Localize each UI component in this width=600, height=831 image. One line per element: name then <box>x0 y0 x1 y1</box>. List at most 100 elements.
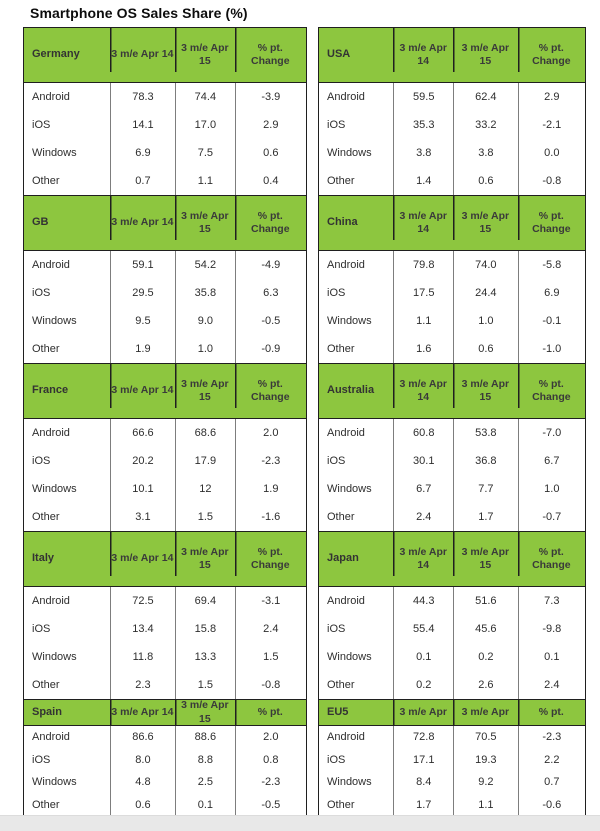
column-header: 3 m/e Apr 15 <box>453 532 518 586</box>
share-value: 2.5 <box>175 771 235 794</box>
table-row: iOS 17.5 24.4 6.9 <box>319 279 585 307</box>
share-value: 11.8 <box>109 643 175 671</box>
share-value: 60.8 <box>393 419 453 447</box>
share-value: -3.9 <box>234 83 306 111</box>
share-value: 0.7 <box>517 771 585 794</box>
os-label: iOS <box>327 623 346 635</box>
share-value: 17.1 <box>393 748 453 771</box>
os-label: Other <box>327 798 355 811</box>
share-value: 33.2 <box>453 111 518 139</box>
os-label: Android <box>32 91 70 103</box>
table-header-row: Italy 3 m/e Apr 14 3 m/e Apr 15% pt. Chang… <box>24 532 306 587</box>
column-header: 3 m/e Apr 15 <box>175 364 235 418</box>
table-row: Other 0.6 0.1 -0.5 <box>24 793 306 816</box>
share-value: 7.7 <box>453 475 518 503</box>
share-value: 7.3 <box>517 587 585 615</box>
os-label: Android <box>327 731 365 744</box>
share-value: -2.1 <box>517 111 585 139</box>
share-value: 8.0 <box>109 748 175 771</box>
share-value: -0.8 <box>234 671 306 699</box>
share-value: -0.6 <box>517 793 585 816</box>
table-row: Android 59.5 62.4 2.9 <box>319 83 585 111</box>
os-label: Android <box>327 595 365 607</box>
share-value: -1.0 <box>517 335 585 363</box>
column-header: 3 m/e Apr 14 <box>393 28 454 82</box>
share-value: 1.7 <box>393 793 453 816</box>
os-label: Windows <box>32 147 77 159</box>
table-row: Android 86.6 88.6 2.0 <box>24 726 306 749</box>
os-label: Windows <box>32 776 77 789</box>
share-value: 35.3 <box>393 111 453 139</box>
os-label: Windows <box>32 315 77 327</box>
share-value: 1.6 <box>393 335 453 363</box>
share-value: -4.9 <box>234 251 306 279</box>
share-value: 44.3 <box>393 587 453 615</box>
share-value: 2.0 <box>234 726 306 749</box>
table-row: Windows 10.1 12 1.9 <box>24 475 306 503</box>
table-row: Windows 11.8 13.3 1.5 <box>24 643 306 671</box>
table-row: Android 44.3 51.6 7.3 <box>319 587 585 615</box>
share-value: 1.0 <box>453 307 518 335</box>
share-value: 70.5 <box>453 726 518 749</box>
share-value: 20.2 <box>109 447 175 475</box>
country-label: France <box>32 384 69 397</box>
country-table-usa: USA 3 m/e Apr 14 3 m/e Apr 15% pt. Change A… <box>319 28 585 195</box>
share-value: -9.8 <box>517 615 585 643</box>
share-value: 53.8 <box>453 419 518 447</box>
os-label: Windows <box>327 483 372 495</box>
table-row: Other 0.2 2.6 2.4 <box>319 671 585 699</box>
os-label: iOS <box>327 753 346 766</box>
table-row: iOS 8.0 8.8 0.8 <box>24 748 306 771</box>
share-value: 2.4 <box>234 615 306 643</box>
share-value: 29.5 <box>109 279 175 307</box>
share-value: 1.1 <box>453 793 518 816</box>
column-header: % pt. Change <box>517 28 585 82</box>
table-row: iOS 20.2 17.9 -2.3 <box>24 447 306 475</box>
table-row: Android 78.3 74.4 -3.9 <box>24 83 306 111</box>
share-value: -5.8 <box>517 251 585 279</box>
share-value: -3.1 <box>234 587 306 615</box>
share-value: 12 <box>175 475 235 503</box>
column-header: % pt. <box>517 700 585 725</box>
share-value: 24.4 <box>453 279 518 307</box>
share-value: 55.4 <box>393 615 453 643</box>
os-label: Other <box>32 175 60 187</box>
share-value: 6.3 <box>234 279 306 307</box>
table-header-row: Japan 3 m/e Apr 14 3 m/e Apr 15% pt. Chang… <box>319 532 585 587</box>
share-value: -0.5 <box>234 793 306 816</box>
column-header: 3 m/e Apr 14 <box>109 196 176 250</box>
os-label: Android <box>32 427 70 439</box>
share-value: 1.0 <box>175 335 235 363</box>
country-label: Italy <box>32 552 55 565</box>
share-value: -1.6 <box>234 503 306 531</box>
country-table-spain: Spain 3 m/e Apr 14 3 m/e Apr 15% pt. Androi… <box>24 699 306 816</box>
country-label: EU5 <box>327 705 349 718</box>
share-value: 8.4 <box>393 771 453 794</box>
table-row: Other 1.4 0.6 -0.8 <box>319 167 585 195</box>
column-header: % pt. Change <box>234 28 306 82</box>
share-value: 9.0 <box>175 307 235 335</box>
column-header: 3 m/e Apr 14 <box>109 364 176 418</box>
table-row: Android 72.5 69.4 -3.1 <box>24 587 306 615</box>
share-value: 13.3 <box>175 643 235 671</box>
share-value: -0.7 <box>517 503 585 531</box>
table-header-row: China 3 m/e Apr 14 3 m/e Apr 15% pt. Chang… <box>319 196 585 251</box>
column-header: % pt. Change <box>234 532 306 586</box>
os-label: Android <box>327 91 365 103</box>
share-value: 2.4 <box>393 503 453 531</box>
share-value: 0.2 <box>453 643 518 671</box>
os-label: Other <box>327 511 355 523</box>
share-value: 0.6 <box>109 793 175 816</box>
share-value: -7.0 <box>517 419 585 447</box>
share-value: 8.8 <box>175 748 235 771</box>
column-header: 3 m/e Apr 14 <box>393 532 454 586</box>
table-row: Android 60.8 53.8 -7.0 <box>319 419 585 447</box>
share-value: 6.7 <box>517 447 585 475</box>
table-row: Windows 9.5 9.0 -0.5 <box>24 307 306 335</box>
share-value: 15.8 <box>175 615 235 643</box>
os-label: Other <box>327 175 355 187</box>
share-value: 1.9 <box>109 335 175 363</box>
column-header: % pt. Change <box>517 364 585 418</box>
table-header-row: EU5 3 m/e Apr 3 m/e Apr% pt. <box>319 700 585 726</box>
share-value: 1.7 <box>453 503 518 531</box>
